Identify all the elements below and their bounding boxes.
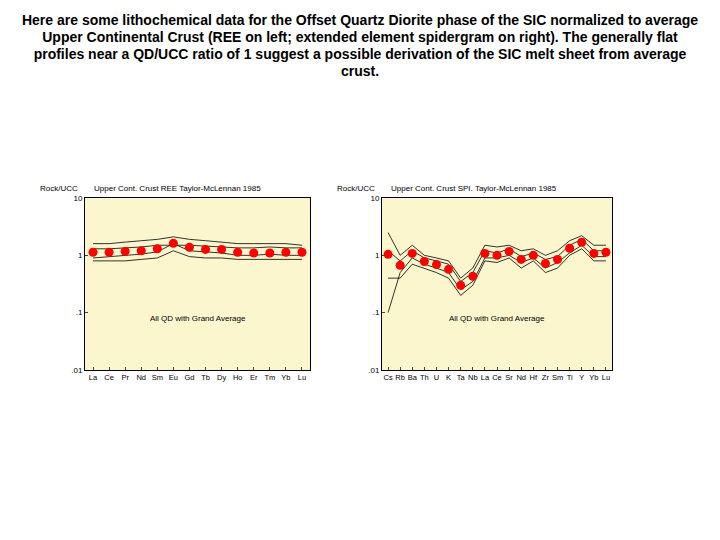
svg-text:Upper Cont. Crust REE Taylor-M: Upper Cont. Crust REE Taylor-McLennan 19…: [94, 184, 261, 193]
svg-text:All QD with Grand Average: All QD with Grand Average: [449, 314, 545, 323]
svg-text:Eu: Eu: [169, 373, 178, 382]
svg-text:1: 1: [78, 251, 83, 260]
svg-text:.01: .01: [368, 366, 380, 375]
svg-text:Hf: Hf: [530, 373, 538, 382]
svg-text:Y: Y: [579, 373, 584, 382]
svg-text:La: La: [89, 373, 98, 382]
svg-text:Ce: Ce: [492, 373, 502, 382]
svg-text:Gd: Gd: [184, 373, 194, 382]
svg-text:.1: .1: [373, 308, 380, 317]
svg-text:Lu: Lu: [298, 373, 306, 382]
svg-text:Nb: Nb: [468, 373, 478, 382]
svg-text:Th: Th: [420, 373, 429, 382]
svg-text:Lu: Lu: [602, 373, 610, 382]
svg-text:.1: .1: [76, 308, 83, 317]
svg-text:Nd: Nd: [516, 373, 526, 382]
svg-text:Yb: Yb: [589, 373, 598, 382]
svg-text:Ta: Ta: [457, 373, 466, 382]
svg-text:Rock/UCC: Rock/UCC: [40, 184, 78, 193]
svg-text:All QD with Grand Average: All QD with Grand Average: [150, 314, 246, 323]
svg-text:Cs: Cs: [383, 373, 392, 382]
svg-text:Rock/UCC: Rock/UCC: [337, 184, 375, 193]
svg-text:Tm: Tm: [264, 373, 275, 382]
svg-text:Ti: Ti: [567, 373, 573, 382]
svg-text:La: La: [481, 373, 490, 382]
html-text:Here are some lithochemical da: Here are some lithochemical data for the…: [22, 12, 698, 79]
svg-text:Ho: Ho: [233, 373, 243, 382]
svg-text:Upper Cont. Crust SPI. Taylor-: Upper Cont. Crust SPI. Taylor-McLennan 1…: [391, 184, 557, 193]
svg-text:Zr: Zr: [542, 373, 550, 382]
svg-text:Ce: Ce: [104, 373, 114, 382]
svg-text:Sr: Sr: [505, 373, 513, 382]
svg-text:Sm: Sm: [152, 373, 163, 382]
svg-text:Sm: Sm: [552, 373, 563, 382]
svg-text:Rb: Rb: [395, 373, 405, 382]
svg-text:Pr: Pr: [121, 373, 129, 382]
svg-text:K: K: [446, 373, 451, 382]
svg-text:Tb: Tb: [201, 373, 210, 382]
svg-text:U: U: [434, 373, 439, 382]
svg-text:Dy: Dy: [217, 373, 226, 382]
svg-text:Nd: Nd: [136, 373, 146, 382]
svg-text:Ba: Ba: [408, 373, 418, 382]
svg-text:10: 10: [73, 194, 82, 203]
svg-text:Er: Er: [250, 373, 258, 382]
svg-text:Yb: Yb: [281, 373, 290, 382]
svg-text:1: 1: [375, 251, 380, 260]
svg-text:.01: .01: [71, 366, 83, 375]
svg-text:10: 10: [370, 194, 379, 203]
